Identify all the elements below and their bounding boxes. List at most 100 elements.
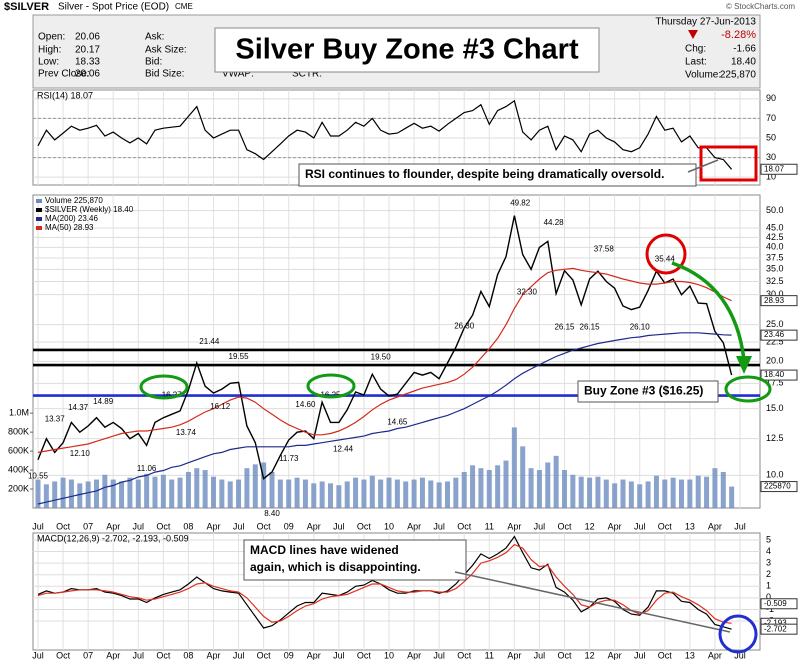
- price-label: 21.44: [199, 337, 220, 346]
- panel-title: MACD(12,26,9) -2.702, -2.193, -0.509: [37, 533, 189, 543]
- highlight-circle: [724, 375, 772, 403]
- series-line: [37, 99, 733, 170]
- volume-bar: [311, 483, 317, 508]
- x-tick-label: Jul: [233, 521, 245, 531]
- volume-bar: [160, 474, 166, 508]
- highlight-circle: [645, 233, 687, 275]
- x-tick-label: Oct: [156, 521, 171, 531]
- volume-bar: [678, 479, 685, 508]
- quote-value: -1.66: [733, 44, 756, 55]
- volume-bar: [169, 479, 175, 508]
- x-tick-label: Oct: [56, 521, 71, 531]
- legend-label: Volume 225,870: [45, 196, 103, 205]
- volume-bar: [486, 470, 492, 508]
- x-tick-label: Apr: [608, 521, 622, 531]
- volume-bar: [403, 481, 409, 508]
- y-tick-label: 5: [766, 534, 771, 544]
- x-tick-label: 12: [585, 650, 595, 660]
- x-tick-label: Oct: [357, 521, 372, 531]
- volume-bar: [110, 479, 116, 508]
- price-label: 16.25: [320, 391, 341, 400]
- x-tick-label: Apr: [106, 521, 120, 531]
- legend-label: MA(50) 28.93: [45, 223, 94, 232]
- volume-bar: [127, 477, 133, 508]
- annotation-line: again, which is disappointing.: [250, 560, 421, 574]
- volume-bar: [645, 481, 651, 508]
- y-tick-label: 20.0: [766, 356, 784, 366]
- price-label: 26.15: [554, 322, 575, 331]
- x-tick-label: Apr: [708, 650, 722, 660]
- credit: © StockCharts.com: [726, 2, 795, 11]
- volume-bar: [419, 477, 425, 508]
- volume-bar: [729, 486, 735, 508]
- x-tick-label: Apr: [206, 521, 220, 531]
- volume-bar: [344, 481, 350, 508]
- y-tick-label: 30: [766, 152, 776, 162]
- trend-arrow: [671, 261, 746, 361]
- x-tick-label: Jul: [433, 521, 445, 531]
- value-tag-label: 225870: [764, 482, 791, 491]
- volume-bar: [511, 427, 517, 508]
- y-tick-label: 40.0: [766, 242, 784, 252]
- value-tag-label: -2.193: [764, 618, 787, 627]
- volume-bar: [687, 479, 693, 508]
- volume-bar: [361, 479, 367, 508]
- volume-bar: [428, 480, 434, 508]
- volume-bar: [653, 475, 659, 508]
- down-arrow: [688, 30, 698, 39]
- x-tick-label: Oct: [56, 650, 71, 660]
- volume-bar: [327, 483, 334, 508]
- x-tick-label: 13: [685, 650, 695, 660]
- price-label: 26.30: [454, 321, 475, 330]
- x-tick-label: Jul: [333, 650, 345, 660]
- legend-swatch: [36, 199, 42, 203]
- price-label: 35.44: [655, 254, 676, 263]
- y-tick-label: 4: [766, 546, 771, 556]
- annotation: MACD lines have widened again, which is d…: [250, 543, 421, 574]
- value-tag: [760, 481, 798, 493]
- y-tick-label: 35.0: [766, 264, 784, 274]
- y-tick-label: 10: [766, 172, 776, 182]
- price-label: 16.12: [210, 402, 231, 411]
- x-tick-label: Apr: [407, 521, 421, 531]
- field-label: Prev Close:: [38, 69, 90, 80]
- field-value: 20.06: [75, 32, 100, 43]
- price-label: 10.55: [28, 472, 49, 481]
- x-tick-label: Apr: [106, 650, 120, 660]
- volume-bar: [570, 474, 576, 508]
- y-tick-label: 22.5: [766, 336, 784, 346]
- value-tag: [760, 598, 798, 610]
- x-tick-label: Oct: [257, 521, 272, 531]
- volume-bar: [478, 468, 484, 508]
- pointer-line: [687, 159, 719, 173]
- volume-bar: [662, 479, 668, 508]
- volume-bar: [77, 483, 83, 508]
- quote-value: 18.40: [731, 57, 756, 68]
- x-tick-label: Oct: [557, 650, 572, 660]
- x-tick-label: Oct: [557, 521, 572, 531]
- y2-tick-label: 600K: [8, 445, 29, 455]
- x-tick-label: Jul: [534, 650, 546, 660]
- annotation-box: [298, 163, 697, 187]
- volume-bar: [436, 482, 442, 508]
- x-tick-label: Oct: [156, 650, 171, 660]
- y-tick-label: 25.0: [766, 319, 784, 329]
- volume-bar: [495, 465, 501, 508]
- panel-title: RSI(14) 18.07: [37, 90, 93, 100]
- y-tick-label: 70: [766, 113, 776, 123]
- x-tick-label: 07: [83, 521, 93, 531]
- price-label: 19.50: [371, 353, 392, 362]
- volume-bar: [135, 479, 141, 508]
- volume-bar: [353, 477, 359, 508]
- value-tag-label: 18.07: [764, 164, 785, 173]
- price-label: 11.73: [279, 454, 299, 463]
- series-line: [37, 543, 732, 624]
- price-label: 11.06: [137, 464, 157, 473]
- volume-bar: [286, 479, 292, 508]
- volume-bar: [52, 481, 58, 508]
- volume-bar: [85, 481, 91, 508]
- x-tick-label: 07: [83, 650, 93, 660]
- x-tick-label: Apr: [608, 650, 622, 660]
- exchange: CME: [175, 2, 193, 11]
